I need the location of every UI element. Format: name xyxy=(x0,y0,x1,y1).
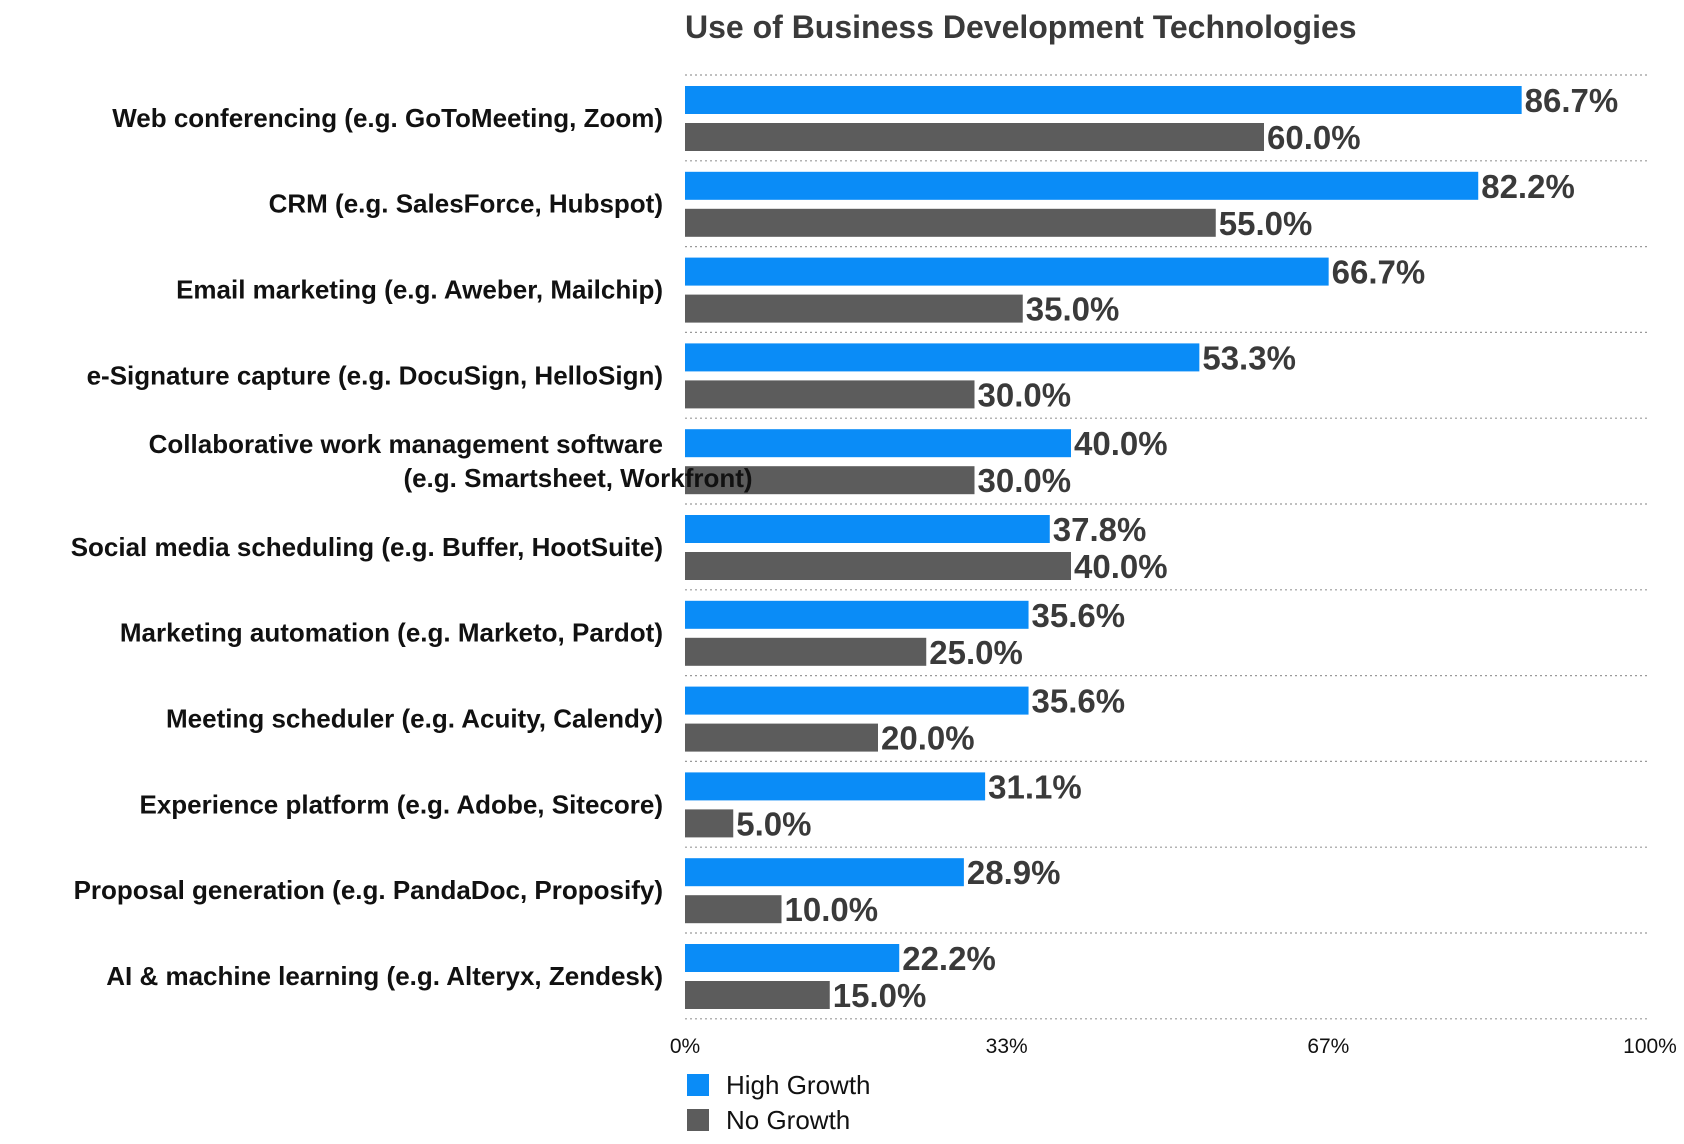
bar-high-growth xyxy=(685,257,1329,286)
category-label: Email marketing (e.g. Aweber, Mailchip) xyxy=(176,275,663,305)
category-label: Collaborative work management software xyxy=(149,429,663,459)
legend-swatch xyxy=(687,1109,709,1131)
data-label: 40.0% xyxy=(1074,425,1168,462)
bar-high-growth xyxy=(685,86,1522,114)
data-label: 82.2% xyxy=(1481,168,1575,205)
category-labels: Web conferencing (e.g. GoToMeeting, Zoom… xyxy=(71,103,753,991)
data-label: 15.0% xyxy=(833,977,927,1014)
data-label: 35.0% xyxy=(1026,291,1120,328)
chart-title: Use of Business Development Technologies xyxy=(685,9,1357,45)
legend: High Growth No Growth xyxy=(687,1070,871,1135)
gridlines xyxy=(685,74,1650,1020)
data-label: 31.1% xyxy=(988,768,1082,805)
x-tick-label: 33% xyxy=(986,1035,1028,1058)
data-label: 55.0% xyxy=(1219,205,1313,242)
bar-no-growth xyxy=(685,123,1264,151)
bar-high-growth xyxy=(685,515,1050,543)
legend-swatch xyxy=(687,1074,709,1096)
category-label: AI & machine learning (e.g. Alteryx, Zen… xyxy=(106,961,663,991)
bar-high-growth xyxy=(685,944,900,972)
bar-no-growth xyxy=(685,380,975,409)
x-tick-label: 0% xyxy=(670,1035,700,1058)
category-label: Experience platform (e.g. Adobe, Sitecor… xyxy=(140,789,664,819)
bar-no-growth xyxy=(685,981,830,1009)
x-tick-label: 100% xyxy=(1623,1035,1677,1058)
bar-high-growth xyxy=(685,858,964,887)
category-label: Marketing automation (e.g. Marketo, Pard… xyxy=(120,618,663,648)
category-label: Proposal generation (e.g. PandaDoc, Prop… xyxy=(74,875,663,905)
legend-label: No Growth xyxy=(726,1105,850,1135)
data-label: 30.0% xyxy=(978,376,1072,413)
data-label: 5.0% xyxy=(736,805,811,842)
bar-no-growth xyxy=(685,208,1216,237)
data-label: 28.9% xyxy=(967,854,1061,891)
category-label: (e.g. Smartsheet, Workfront) xyxy=(403,463,752,493)
bar-no-growth xyxy=(685,294,1023,323)
category-label: Web conferencing (e.g. GoToMeeting, Zoom… xyxy=(112,103,663,133)
data-label: 40.0% xyxy=(1074,548,1168,585)
bar-no-growth xyxy=(685,466,975,495)
bar-no-growth xyxy=(685,552,1071,580)
legend-label: High Growth xyxy=(726,1070,871,1100)
data-label: 86.7% xyxy=(1525,82,1619,119)
data-label: 10.0% xyxy=(785,891,879,928)
category-label: CRM (e.g. SalesForce, Hubspot) xyxy=(269,189,663,219)
bar-no-growth xyxy=(685,895,782,924)
data-label: 66.7% xyxy=(1332,254,1426,291)
data-label: 53.3% xyxy=(1202,339,1296,376)
bar-no-growth xyxy=(685,723,878,752)
bar-high-growth xyxy=(685,171,1479,200)
x-axis-ticks: 0% 33% 67% 100% xyxy=(670,1035,1677,1058)
bar-high-growth xyxy=(685,429,1071,458)
bars xyxy=(685,86,1522,1009)
data-label: 35.6% xyxy=(1032,597,1126,634)
bar-no-growth xyxy=(685,637,927,666)
data-label: 60.0% xyxy=(1267,119,1361,156)
category-label: Meeting scheduler (e.g. Acuity, Calendy) xyxy=(166,704,663,734)
data-label: 37.8% xyxy=(1053,511,1147,548)
data-labels: 86.7% 60.0% 82.2% 55.0% 66.7% 35.0% 53.3% 30.0%… xyxy=(736,82,1618,1014)
bar-high-growth xyxy=(685,343,1200,372)
bar-high-growth xyxy=(685,600,1029,629)
bar-high-growth xyxy=(685,686,1029,715)
data-label: 35.6% xyxy=(1032,683,1126,720)
data-label: 20.0% xyxy=(881,720,975,757)
category-label: Social media scheduling (e.g. Buffer, Ho… xyxy=(71,532,663,562)
data-label: 22.2% xyxy=(902,940,996,977)
data-label: 30.0% xyxy=(978,462,1072,499)
bar-no-growth xyxy=(685,809,734,838)
data-label: 25.0% xyxy=(929,634,1023,671)
bar-high-growth xyxy=(685,772,986,801)
category-label: e-Signature capture (e.g. DocuSign, Hell… xyxy=(87,360,663,390)
x-tick-label: 67% xyxy=(1307,1035,1349,1058)
